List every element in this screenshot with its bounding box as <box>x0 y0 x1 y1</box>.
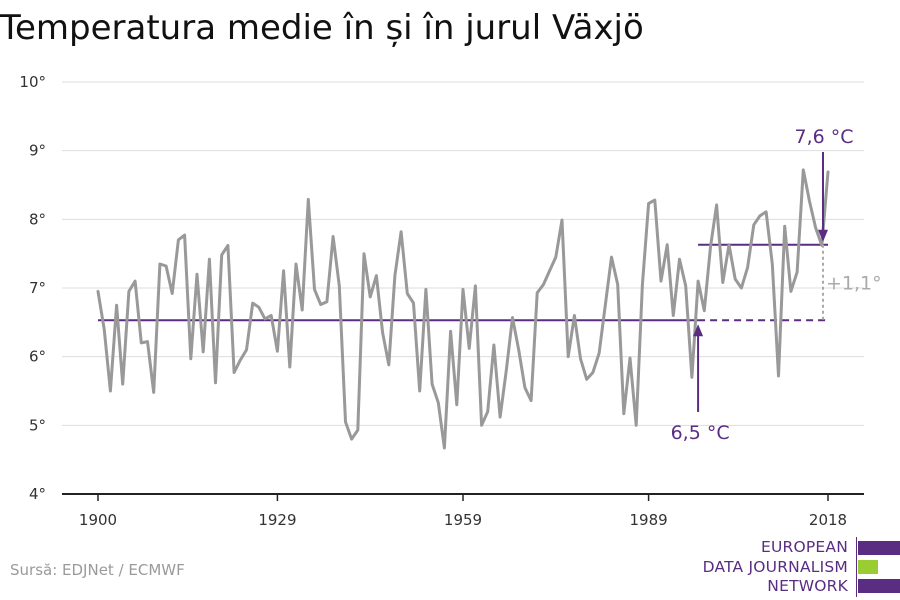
logo-bar-top <box>858 541 900 555</box>
x-tick-label: 1900 <box>79 511 117 529</box>
x-tick-label: 2018 <box>809 511 847 529</box>
difference-label: +1,1° <box>826 273 882 295</box>
source-note: Sursă: EDJNet / ECMWF <box>10 561 185 579</box>
logo-text: EUROPEAN DATA JOURNALISM NETWORK <box>703 538 848 597</box>
edjnet-logo[interactable]: EUROPEAN DATA JOURNALISM NETWORK <box>690 537 900 597</box>
logo-line-1: EUROPEAN <box>760 538 848 556</box>
y-tick-label: 10° <box>19 73 46 91</box>
y-axis-ticks: 4° 5° 6° 7° 8° 9° 10° <box>19 73 46 503</box>
chart-title: Temperatura medie în și în jurul Växjö <box>0 8 644 48</box>
temperature-series-line <box>96 168 830 450</box>
y-tick-label: 9° <box>29 142 46 160</box>
logo-divider <box>856 537 857 597</box>
baseline-value-label: 6,5 °C <box>671 422 730 444</box>
logo-bar-middle <box>858 560 878 574</box>
logo-line-2: DATA JOURNALISM <box>702 557 848 576</box>
logo-bar-bottom <box>858 579 900 593</box>
recent-value-label: 7,6 °C <box>794 126 853 148</box>
logo-line-3: NETWORK <box>767 577 848 595</box>
x-tick-label: 1929 <box>258 511 296 529</box>
x-tick-label: 1989 <box>629 511 667 529</box>
x-tick-label: 1959 <box>444 511 482 529</box>
annotations: +1,1° 6,5 °C 7,6 °C <box>671 126 882 444</box>
y-tick-label: 6° <box>29 348 46 366</box>
y-tick-label: 7° <box>29 279 46 297</box>
y-tick-label: 4° <box>29 485 46 503</box>
baseline-arrow-head <box>693 324 704 337</box>
y-tick-label: 5° <box>29 416 46 434</box>
recent-arrow-head <box>818 229 828 242</box>
grid <box>62 81 864 426</box>
x-axis: 1900 1929 1959 1989 2018 <box>62 493 864 529</box>
y-tick-label: 8° <box>29 210 46 228</box>
